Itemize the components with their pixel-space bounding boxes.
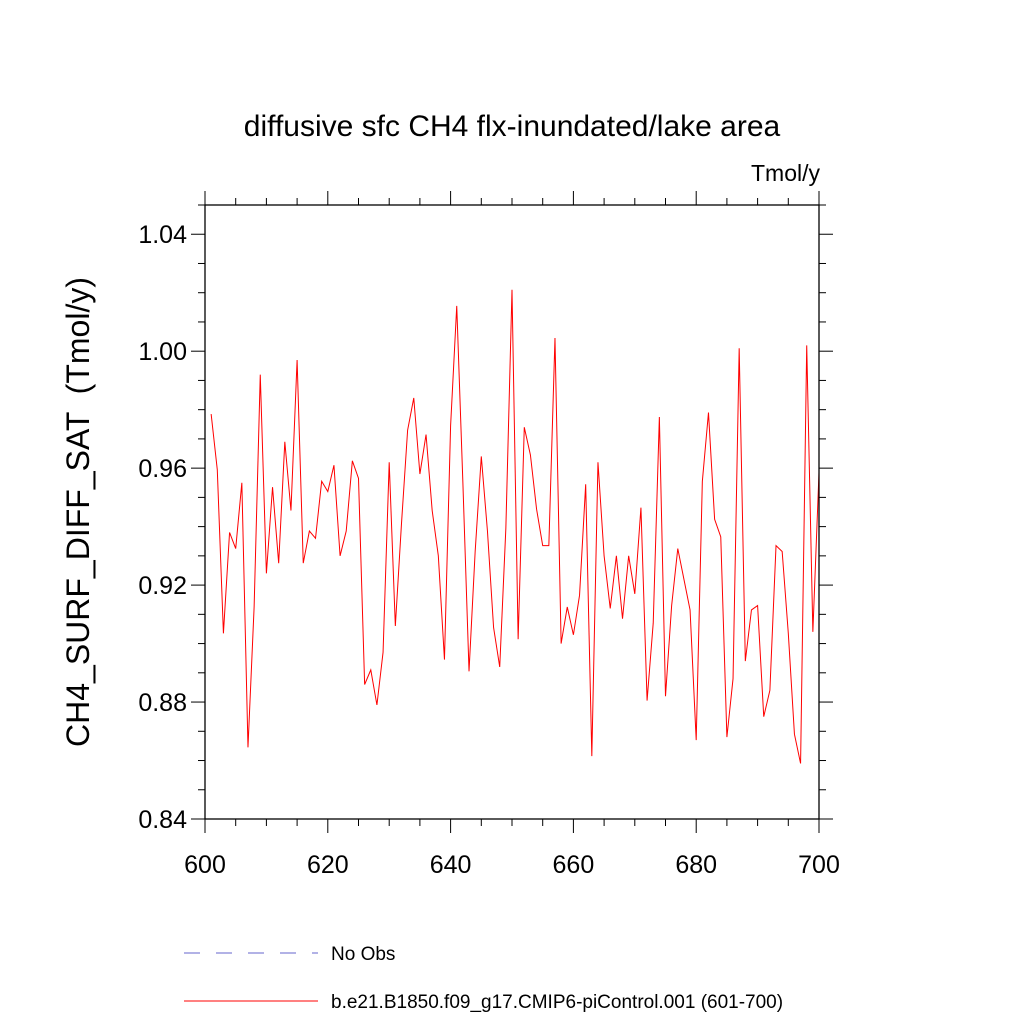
y-tick-label: 1.00 — [138, 338, 187, 366]
x-tick-label: 660 — [553, 851, 595, 879]
plot-series — [210, 289, 820, 764]
y-tick-label: 0.88 — [138, 689, 187, 717]
y-tick-label: 0.92 — [138, 572, 187, 600]
legend-label-no-obs: No Obs — [331, 944, 395, 965]
plot-frame — [204, 204, 820, 820]
y-tick-label: 1.04 — [138, 221, 187, 249]
chart-title: diffusive sfc CH4 flx-inundated/lake are… — [244, 110, 781, 143]
x-tick-label: 700 — [798, 851, 840, 879]
units-label: Tmol/y — [751, 160, 821, 186]
y-tick-label: 0.84 — [138, 806, 187, 834]
series-line — [210, 289, 820, 764]
legend: No Obs b.e21.B1850.f09_g17.CMIP6-piContr… — [184, 944, 783, 1013]
x-tick-label: 600 — [184, 851, 226, 879]
tick-labels: 600 620 640 660 680 700 0.84 0.88 0.92 0.96 1.00 1.… — [138, 221, 840, 879]
y-axis-label: CH4_SURF_DIFF_SAT (Tmol/y) — [60, 277, 96, 747]
x-tick-label: 680 — [675, 851, 717, 879]
x-tick-label: 640 — [430, 851, 472, 879]
y-tick-label: 0.96 — [138, 455, 187, 483]
axis-ticks — [191, 191, 833, 833]
legend-label-picontrol: b.e21.B1850.f09_g17.CMIP6-piControl.001 … — [331, 992, 783, 1013]
x-tick-label: 620 — [307, 851, 349, 879]
